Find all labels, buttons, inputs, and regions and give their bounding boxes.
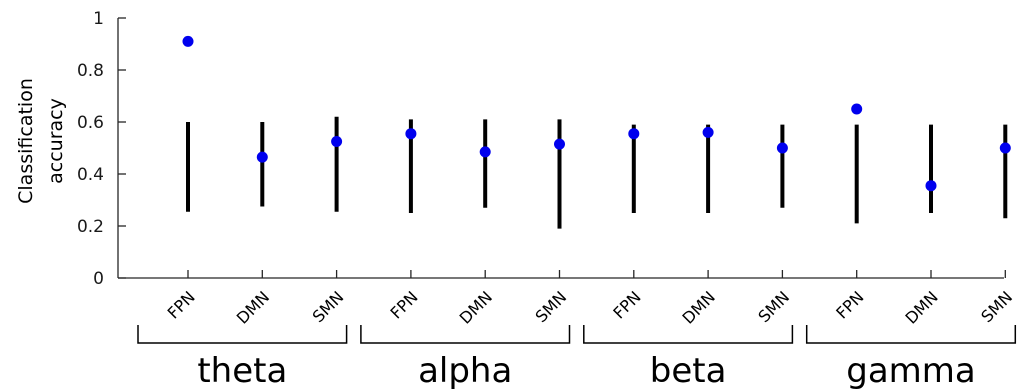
data-point [405,128,417,140]
group-bracket [137,325,348,344]
y-axis-label: Classification accuracy [15,78,67,204]
data-points [182,35,1011,192]
data-point [331,136,343,147]
x-tick-label: FPN [164,287,199,322]
y-tick-label: 0.4 [77,165,104,185]
y-tick-label: 0 [93,269,104,289]
y-tick-label: 0.6 [77,113,104,133]
y-axis-label-line1: Classification [15,78,37,204]
x-tick-label: DMN [679,287,719,327]
data-point [554,138,565,150]
y-tick-label: 1 [93,9,104,29]
data-point [702,126,714,138]
x-axis-ticks: FPN DMN SMN FPN DMN SMN FPN DMN SMN FPN DMN SMN [164,270,1016,328]
y-axis-label-line2: accuracy [45,98,67,184]
x-tick-label: DMN [901,287,941,327]
x-tick-label: FPN [832,287,867,322]
data-point [479,146,491,158]
group-label: gamma [846,351,976,391]
group-label: alpha [418,351,512,391]
y-tick-label: 0.8 [77,61,104,81]
x-tick-label: SMN [754,287,793,326]
group-label: theta [197,351,287,391]
data-point [628,128,640,140]
axes: 0 0.2 0.4 0.6 0.8 1 [77,9,1004,289]
x-tick-label: SMN [977,287,1016,326]
data-point [776,142,788,154]
group-label: beta [650,351,727,391]
data-point [256,151,268,163]
data-point [182,35,194,47]
data-point [925,180,937,192]
range-bars [186,116,1008,229]
group-brackets: theta alpha beta gamma [137,325,1017,391]
group-bracket [360,325,571,344]
y-tick-label: 0.2 [77,217,104,237]
x-tick-label: FPN [386,287,421,322]
x-tick-label: FPN [609,287,644,322]
group-bracket [805,325,1017,344]
group-bracket [583,325,794,344]
x-tick-label: SMN [309,287,348,326]
data-point [851,103,863,115]
x-tick-label: DMN [233,287,273,327]
x-tick-label: DMN [456,287,496,327]
data-point [999,142,1011,154]
x-tick-label: SMN [531,287,570,326]
